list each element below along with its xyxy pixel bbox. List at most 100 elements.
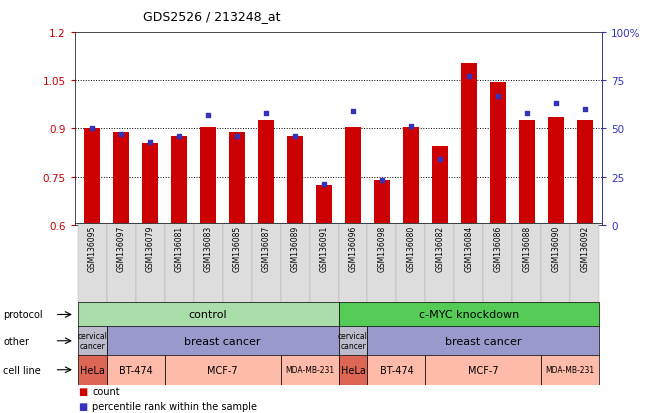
Text: HeLa: HeLa <box>80 365 105 375</box>
Bar <box>193 223 223 304</box>
Text: GSM136096: GSM136096 <box>348 225 357 272</box>
Bar <box>345 128 361 225</box>
Point <box>435 157 445 163</box>
Text: control: control <box>189 310 227 320</box>
Text: c-MYC knockdown: c-MYC knockdown <box>419 310 519 320</box>
Point <box>232 133 242 140</box>
Bar <box>339 302 600 327</box>
Text: BT-474: BT-474 <box>380 365 413 375</box>
Text: GSM136082: GSM136082 <box>436 225 445 271</box>
Text: HeLa: HeLa <box>340 365 365 375</box>
Bar <box>165 355 281 385</box>
Text: cervical
cancer: cervical cancer <box>338 331 368 351</box>
Bar <box>432 147 448 225</box>
Bar <box>454 223 484 304</box>
Text: GSM136081: GSM136081 <box>174 225 184 271</box>
Text: GSM136086: GSM136086 <box>493 225 503 272</box>
Point <box>116 131 126 138</box>
Text: GSM136083: GSM136083 <box>204 225 213 272</box>
Bar <box>135 223 165 304</box>
Bar <box>77 355 107 385</box>
Bar <box>107 355 165 385</box>
Point <box>203 112 214 119</box>
Bar <box>368 355 426 385</box>
Text: GSM136087: GSM136087 <box>262 225 271 272</box>
Bar <box>281 355 339 385</box>
Bar <box>512 223 542 304</box>
Bar <box>396 223 426 304</box>
Text: other: other <box>3 336 29 346</box>
Point <box>464 74 474 81</box>
Text: protocol: protocol <box>3 310 43 320</box>
Bar <box>426 355 542 385</box>
Text: ■: ■ <box>78 387 87 396</box>
Bar <box>484 223 512 304</box>
Point <box>87 126 98 132</box>
Text: GDS2526 / 213248_at: GDS2526 / 213248_at <box>143 10 281 23</box>
Bar <box>339 355 368 385</box>
Bar <box>490 83 506 225</box>
Text: breast cancer: breast cancer <box>445 336 521 346</box>
Bar <box>77 302 339 327</box>
Bar <box>542 355 600 385</box>
Bar <box>542 223 570 304</box>
Text: GSM136089: GSM136089 <box>290 225 299 272</box>
Point <box>261 110 271 117</box>
Bar <box>368 326 600 356</box>
Text: GSM136088: GSM136088 <box>522 225 531 271</box>
Text: GSM136079: GSM136079 <box>146 225 155 272</box>
Text: percentile rank within the sample: percentile rank within the sample <box>92 401 257 411</box>
Bar <box>426 223 454 304</box>
Text: GSM136095: GSM136095 <box>88 225 97 272</box>
Bar <box>461 64 477 225</box>
Point <box>493 93 503 100</box>
Text: GSM136080: GSM136080 <box>406 225 415 272</box>
Bar <box>281 223 309 304</box>
Text: GSM136092: GSM136092 <box>580 225 589 272</box>
Bar <box>570 223 600 304</box>
Text: GSM136097: GSM136097 <box>117 225 126 272</box>
Point <box>348 109 358 115</box>
Point <box>319 181 329 188</box>
Bar <box>113 132 129 225</box>
Bar <box>316 185 332 225</box>
Point <box>377 178 387 184</box>
Bar <box>548 118 564 225</box>
Text: MCF-7: MCF-7 <box>468 365 499 375</box>
Bar <box>309 223 339 304</box>
Text: count: count <box>92 387 120 396</box>
Text: GSM136090: GSM136090 <box>551 225 561 272</box>
Text: GSM136085: GSM136085 <box>232 225 242 272</box>
Point <box>551 101 561 107</box>
Text: GSM136098: GSM136098 <box>378 225 387 272</box>
Bar <box>142 143 158 225</box>
Bar <box>77 223 107 304</box>
Bar <box>339 223 368 304</box>
Text: MCF-7: MCF-7 <box>207 365 238 375</box>
Bar <box>107 223 135 304</box>
Point <box>290 133 300 140</box>
Text: breast cancer: breast cancer <box>184 336 261 346</box>
Bar <box>287 137 303 225</box>
Text: ■: ■ <box>78 401 87 411</box>
Text: cell line: cell line <box>3 365 41 375</box>
Bar <box>519 121 535 225</box>
Point <box>579 107 590 113</box>
Bar <box>223 223 251 304</box>
Text: MDA-MB-231: MDA-MB-231 <box>285 366 334 374</box>
Bar <box>84 129 100 225</box>
Bar <box>374 180 390 225</box>
Bar <box>165 223 193 304</box>
Text: GSM136084: GSM136084 <box>464 225 473 272</box>
Bar <box>403 128 419 225</box>
Text: MDA-MB-231: MDA-MB-231 <box>546 366 595 374</box>
Point <box>174 133 184 140</box>
Bar <box>77 326 107 356</box>
Text: GSM136091: GSM136091 <box>320 225 329 272</box>
Text: cervical
cancer: cervical cancer <box>77 331 107 351</box>
Point <box>406 124 416 131</box>
Bar <box>251 223 281 304</box>
Bar <box>171 137 187 225</box>
Bar <box>229 132 245 225</box>
Text: BT-474: BT-474 <box>119 365 152 375</box>
